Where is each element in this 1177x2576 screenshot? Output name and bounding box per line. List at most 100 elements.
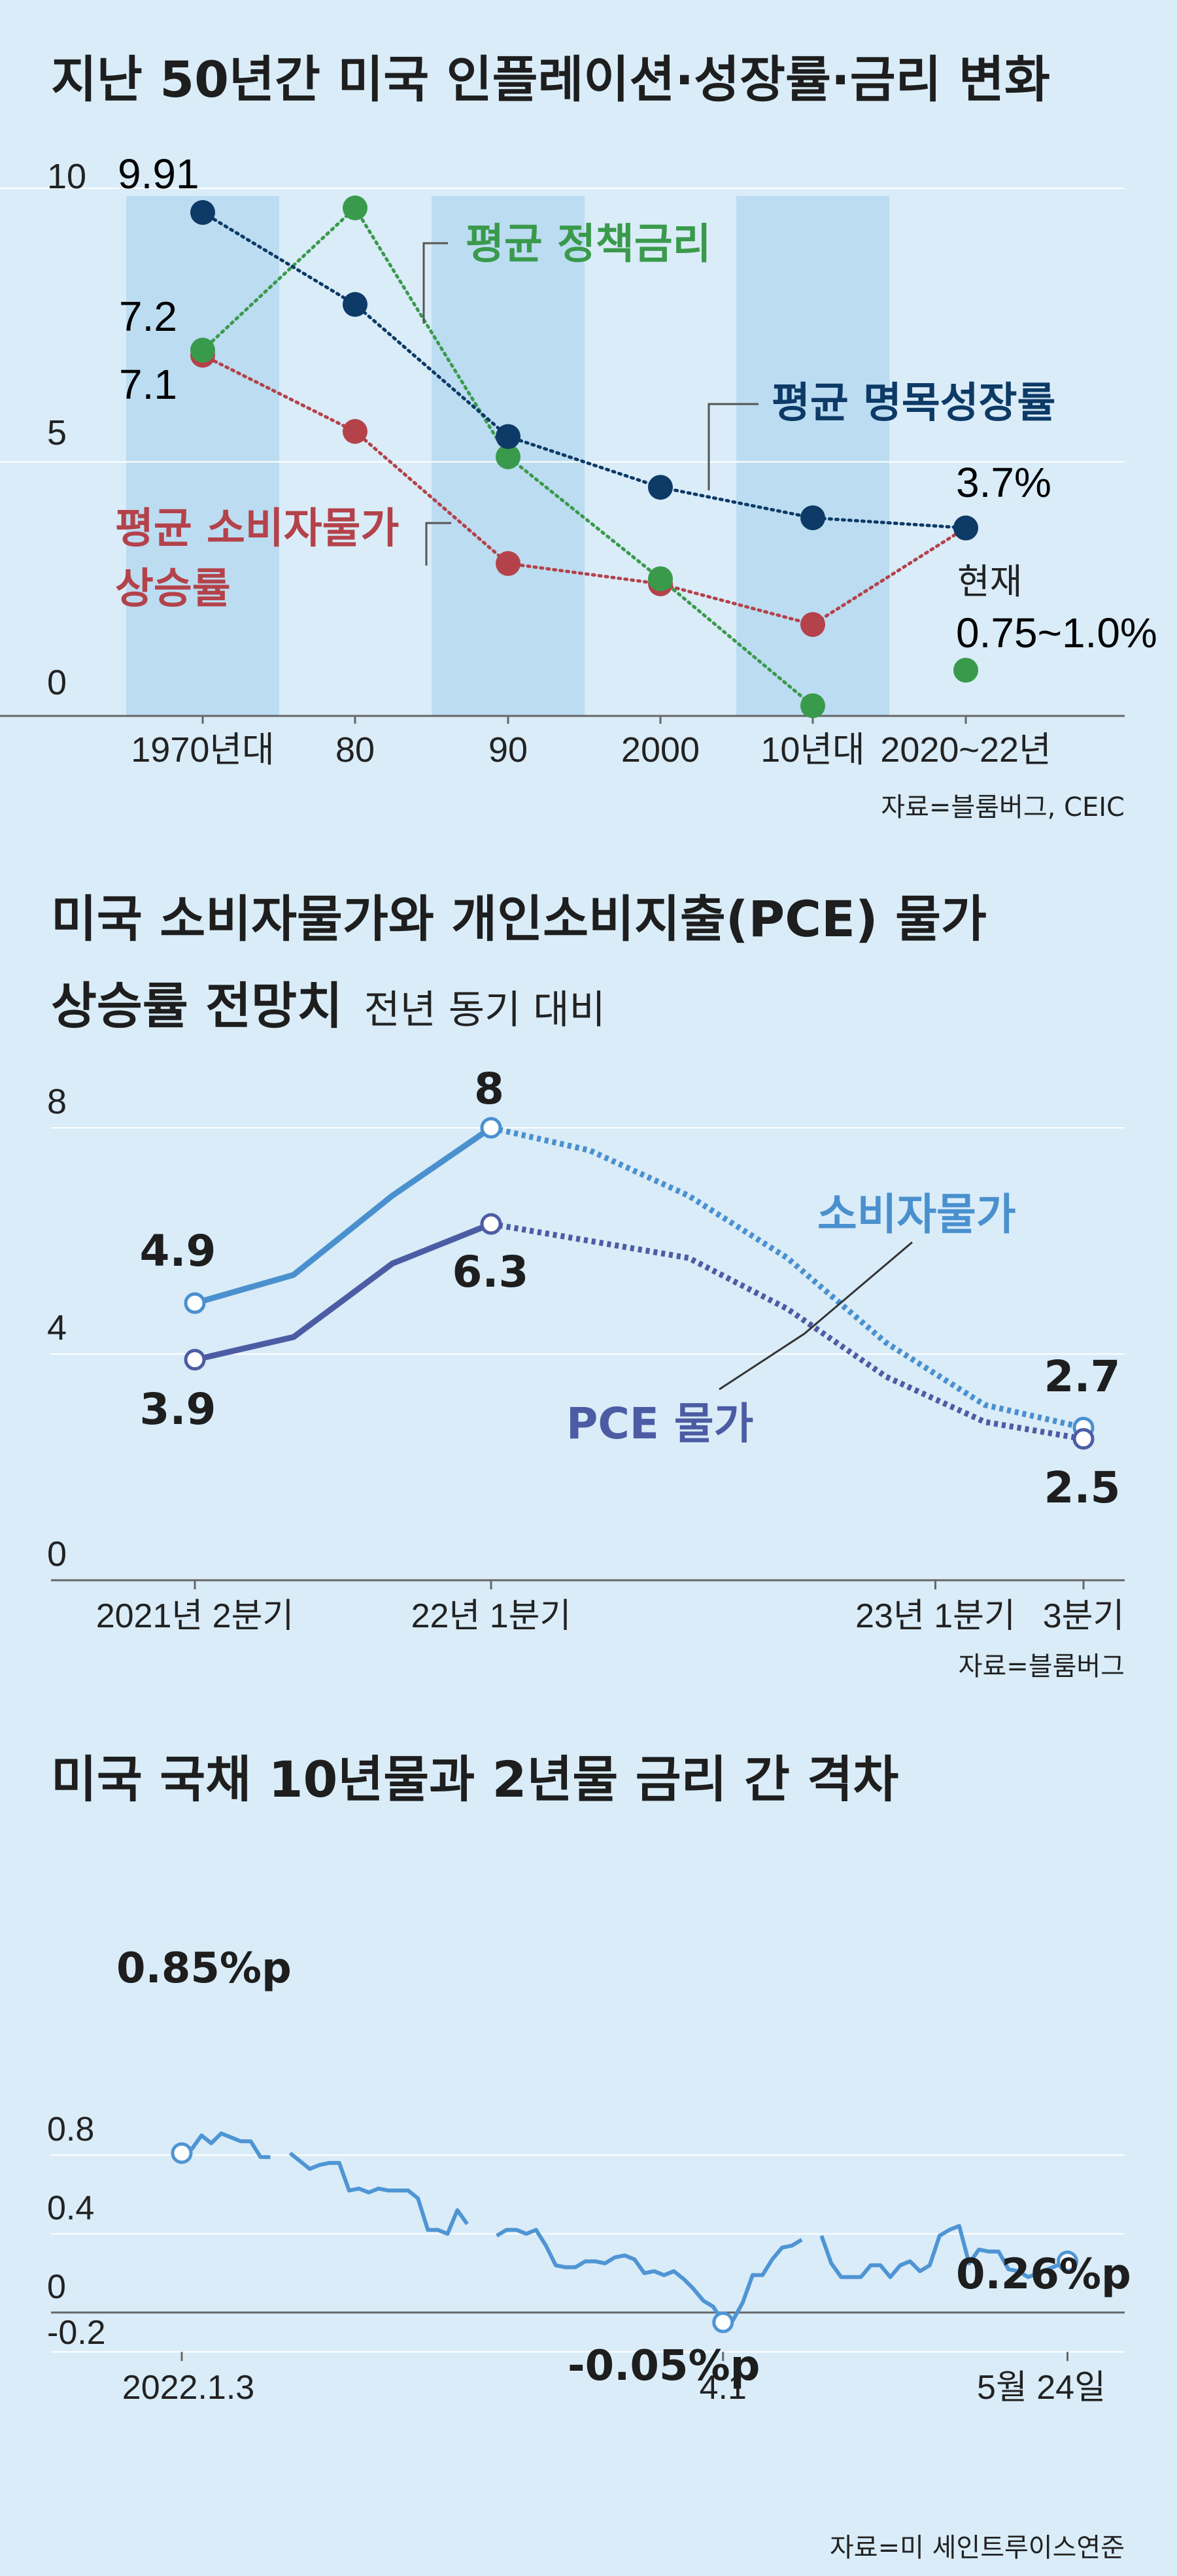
label-spread-end: 0.26%p: [956, 2250, 1131, 2299]
point-green-4: [800, 693, 825, 719]
spread-marker-low: [712, 2311, 734, 2333]
label-spread-start: 0.85%p: [116, 1944, 292, 1993]
series-navy: [190, 199, 978, 541]
value-label-policy-1970s: 7.2: [119, 293, 177, 340]
legend-policy-rate: 평균 정책금리: [466, 220, 711, 269]
y-tick-4: 4: [47, 1308, 67, 1347]
legend-cpi-line2: 상승률: [115, 565, 231, 613]
spread-segment-3: [819, 2224, 1068, 2279]
actual-line-pce_purple: [194, 1221, 492, 1363]
y-tick-0.4: 0.4: [47, 2190, 94, 2228]
chart2-title-line2-group: 상승률 전망치 전년 동기 대비: [51, 977, 606, 1035]
chart1-series: [190, 195, 978, 719]
value-label-2020s: 3.7%: [956, 459, 1051, 506]
point-green-2: [496, 444, 520, 469]
point-green-3: [648, 566, 673, 592]
x-tick-label-5: 2020~22년: [880, 730, 1051, 770]
cpi-pce-forecast-chart: 미국 소비자물가와 개인소비지출(PCE) 물가 상승률 전망치 전년 동기 대…: [47, 890, 1125, 1682]
point-navy-3: [648, 475, 673, 500]
chart1-legend-leaders: [422, 242, 759, 566]
chart3-y-ticks: -0.2 0 0.4 0.8: [47, 2110, 106, 2352]
series-green: [190, 195, 978, 719]
point-red-1: [343, 418, 367, 444]
spread-marker-end: [1057, 2250, 1078, 2273]
chart2-subtitle: 전년 동기 대비: [364, 987, 605, 1033]
label-pce-peak: 6.3: [452, 1247, 529, 1297]
point-navy-2: [496, 424, 520, 449]
chart3-series: [171, 2131, 1078, 2333]
growth-inflation-rate-chart: 지난 50년간 미국 인플레이션·성장률·금리 변화 0 5 10 1970년대 80…: [0, 50, 1157, 822]
x-tick-22q1-label: 22년 1분기: [411, 1597, 571, 1635]
chart2-series: [184, 1117, 1095, 1450]
point-navy-4: [800, 505, 825, 530]
y-tick-0: 0: [47, 2268, 66, 2306]
leader-line-cpi: [425, 522, 451, 566]
leader-line-policy-rate: [422, 242, 448, 324]
point-navy-5: [953, 515, 978, 541]
chart3-title: 미국 국채 10년물과 2년물 금리 간 격차: [51, 1750, 898, 1808]
y-tick-5: 5: [47, 413, 67, 452]
y-tick--0.2: -0.2: [47, 2314, 106, 2352]
line-red: [201, 353, 968, 626]
value-label-current-line1: 현재: [957, 561, 1022, 602]
chart1-x-ticks: 1970년대 80 90 2000 10년대 2020~22년: [131, 716, 1051, 770]
chart2-x-ticks: 2021년 2분기 22년 1분기 23년 1분기 3분기: [96, 1580, 1125, 1635]
x-tick-2021q2-label: 2021년 2분기: [96, 1597, 294, 1635]
value-label-cpi-1970s: 7.1: [119, 361, 177, 408]
marker-cpi_blue-start: [184, 1292, 206, 1314]
chart2-title-line1: 미국 소비자물가와 개인소비지출(PCE) 물가: [51, 890, 987, 948]
chart2-source: 자료=블룸버그: [959, 1652, 1125, 1682]
decade-band-10년대: [736, 196, 889, 716]
line-green: [201, 205, 815, 707]
x-tick-label-0: 1970년대: [131, 730, 275, 770]
chart1-gridlines: [0, 188, 1125, 717]
spread-marker-start: [171, 2142, 193, 2164]
spread-segment-1: [288, 2151, 469, 2236]
label-pce-start: 3.9: [140, 1384, 216, 1434]
chart1-source: 자료=블룸버그, CEIC: [881, 792, 1125, 822]
x-tick-jan3-label: 2022.1.3: [122, 2369, 254, 2407]
leader-line-nominal-growth: [708, 403, 759, 490]
x-tick-apr1-label: 4.1: [700, 2369, 747, 2407]
y-tick-0: 0: [47, 663, 67, 702]
point-red-2: [496, 551, 520, 576]
x-tick-label-3: 2000: [621, 730, 700, 770]
forecast-line-cpi_blue: [490, 1125, 1085, 1431]
x-tick-q3-label: 3분기: [1043, 1597, 1125, 1635]
y-tick-0.8: 0.8: [47, 2110, 94, 2148]
point-green-5: [953, 658, 978, 683]
legend-pce: PCE 물가: [566, 1398, 753, 1449]
y-tick-8: 8: [47, 1082, 67, 1121]
x-tick-23q1-label: 23년 1분기: [855, 1597, 1015, 1635]
legend-cpi-line1: 평균 소비자물가: [115, 505, 399, 553]
chart2-y-ticks: 0 4 8: [47, 1082, 67, 1574]
marker-pce_purple-start: [184, 1349, 206, 1371]
marker-pce_purple-end: [1072, 1428, 1095, 1450]
value-label-nominal-1970s: 9.91: [118, 150, 199, 197]
treasury-spread-chart: 미국 국채 10년물과 2년물 금리 간 격차 -0.2 0 0.4 0.8 2022…: [47, 1750, 1131, 2563]
label-spread-low: -0.05%p: [568, 2342, 760, 2390]
y-tick-10: 10: [47, 157, 86, 196]
chart1-title: 지난 50년간 미국 인플레이션·성장률·금리 변화: [51, 50, 1050, 109]
chart3-source: 자료=미 세인트루이스연준: [830, 2533, 1125, 2563]
legend-nominal-growth: 평균 명목성장률: [772, 379, 1055, 428]
marker-cpi_blue-peak: [480, 1117, 502, 1139]
line-navy: [201, 211, 968, 530]
point-navy-1: [343, 292, 367, 317]
label-cpi-start: 4.9: [140, 1226, 216, 1276]
x-tick-label-2: 90: [488, 730, 528, 770]
marker-pce_purple-peak: [480, 1213, 502, 1235]
x-tick-may24-label: 5월 24일: [977, 2369, 1106, 2407]
decade-band-1970년대: [126, 196, 279, 716]
label-pce-end: 2.5: [1044, 1463, 1121, 1513]
label-cpi-peak: 8: [474, 1064, 504, 1114]
y-tick-0: 0: [47, 1534, 67, 1574]
point-navy-0: [190, 199, 215, 225]
actual-line-cpi_blue: [194, 1125, 493, 1306]
chart1-y-ticks: 0 5 10: [47, 157, 86, 702]
spread-segment-0: [180, 2131, 271, 2160]
x-tick-label-1: 80: [335, 730, 375, 770]
spread-segment-2: [496, 2228, 803, 2325]
point-green-1: [343, 195, 367, 220]
label-cpi-end: 2.7: [1044, 1351, 1121, 1402]
